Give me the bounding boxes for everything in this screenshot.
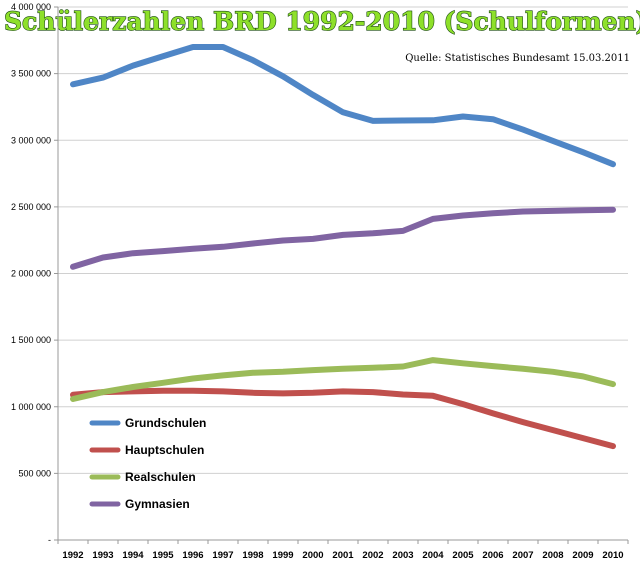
legend-label-grundschulen: Grundschulen xyxy=(125,416,206,430)
y-tick-label: 3 500 000 xyxy=(11,69,51,79)
y-tick-label: 4 000 000 xyxy=(11,2,51,12)
series-line-hauptschulen xyxy=(70,387,616,450)
legend-label-hauptschulen: Hauptschulen xyxy=(125,443,204,457)
x-tick-label: 1997 xyxy=(212,550,233,561)
x-tick-label: 1995 xyxy=(152,550,174,561)
grid xyxy=(58,6,628,474)
x-tick-label: 1999 xyxy=(272,550,293,561)
x-tick-label: 2010 xyxy=(602,550,623,561)
x-tick-label: 2001 xyxy=(332,550,354,561)
x-tick-label: 2004 xyxy=(422,550,444,561)
x-tick-label: 2009 xyxy=(572,550,593,561)
legend: Grundschulen Hauptschulen Realschulen Gymna… xyxy=(89,416,206,511)
x-tick-label: 2007 xyxy=(512,550,533,561)
x-tick-label: 1992 xyxy=(62,550,83,561)
x-axis: 1992 1993 1994 1995 1996 1997 1998 1999 2000 2001… xyxy=(57,539,629,561)
x-tick-label: 2002 xyxy=(362,550,383,561)
y-tick-label: 3 000 000 xyxy=(11,135,51,145)
y-tick-label: 2 500 000 xyxy=(11,202,51,212)
x-tick-label: 2006 xyxy=(482,550,503,561)
series-line-realschulen xyxy=(70,357,616,402)
chart-title: Schülerzahlen BRD 1992-2010 (Schulformen… xyxy=(4,7,640,36)
series-line-grundschulen xyxy=(70,44,616,168)
y-tick-label: 1 000 000 xyxy=(11,402,51,412)
legend-label-realschulen: Realschulen xyxy=(125,470,196,484)
x-tick-label: 2000 xyxy=(302,550,323,561)
x-tick-label: 2005 xyxy=(452,550,474,561)
x-tick-label: 1996 xyxy=(182,550,203,561)
x-tick-label: 2003 xyxy=(392,550,413,561)
series-lines xyxy=(70,44,616,450)
y-tick-label: 2 000 000 xyxy=(11,269,51,279)
x-tick-label: 2008 xyxy=(542,550,563,561)
y-tick-label: - xyxy=(48,535,51,545)
y-tick-label: 1 500 000 xyxy=(11,335,51,345)
x-tick-label: 1998 xyxy=(242,550,263,561)
x-tick-label: 1993 xyxy=(92,550,113,561)
legend-label-gymnasien: Gymnasien xyxy=(125,497,190,511)
series-line-gymnasien xyxy=(70,206,616,270)
y-tick-label: 500 000 xyxy=(18,468,51,478)
x-tick-label: 1994 xyxy=(122,550,144,561)
source-note: Quelle: Statistisches Bundesamt 15.03.20… xyxy=(405,53,630,64)
y-axis: - 500 000 1 000 000 1 500 000 2 000 000 2 500… xyxy=(11,2,59,545)
